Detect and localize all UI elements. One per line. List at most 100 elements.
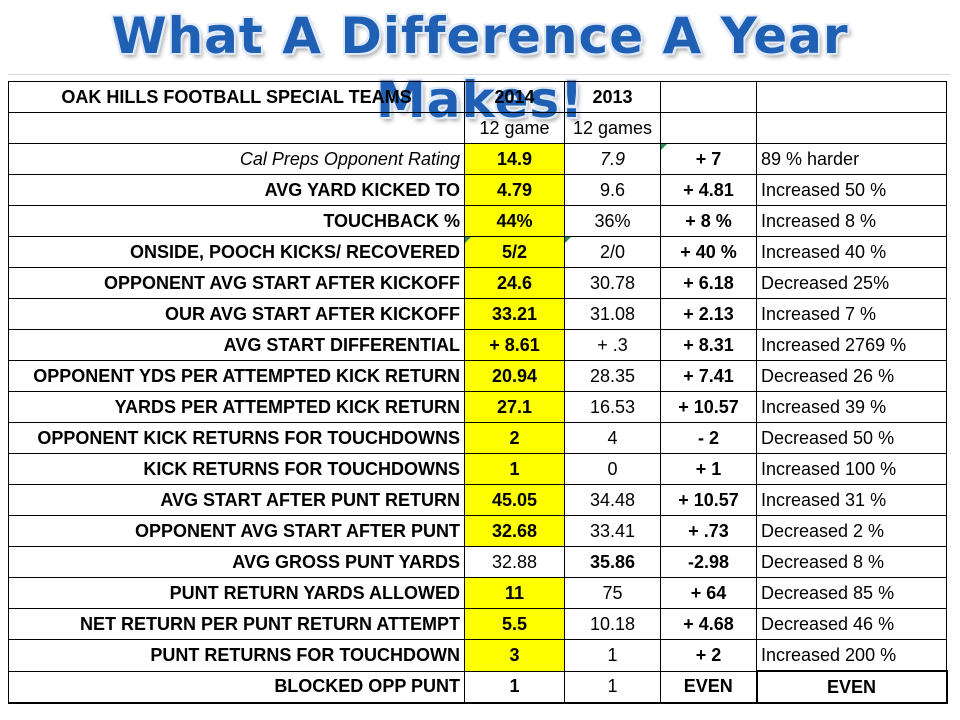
difference-value: + 40 % [660,236,757,268]
difference-value: - 2 [660,422,757,454]
difference-value: + 1 [660,453,757,485]
value-2014: 2 [464,422,565,454]
table-header-row: OAK HILLS FOOTBALL SPECIAL TEAMS 2014 20… [8,81,947,113]
value-2013: 28.35 [564,360,661,392]
row-label: OPPONENT KICK RETURNS FOR TOUCHDOWNS [8,422,465,454]
value-2013: 75 [564,577,661,609]
table-row: OPPONENT AVG START AFTER PUNT 32.68 33.4… [8,515,947,547]
change-note: Increased 2769 % [756,329,947,361]
change-note: Decreased 50 % [756,422,947,454]
difference-value: + 10.57 [660,484,757,516]
table-row: OUR AVG START AFTER KICKOFF 33.21 31.08 … [8,298,947,330]
table-row: TOUCHBACK % 44% 36% + 8 % Increased 8 % [8,205,947,237]
value-2014: + 8.61 [464,329,565,361]
row-label: AVG START AFTER PUNT RETURN [8,484,465,516]
change-note: Decreased 2 % [756,515,947,547]
row-label: OPPONENT AVG START AFTER PUNT [8,515,465,547]
change-note: Increased 8 % [756,205,947,237]
value-2014: 4.79 [464,174,565,206]
value-2014: 3 [464,639,565,672]
value-2014: 5/2 [464,236,565,268]
column-header-note [756,81,947,113]
table-row: YARDS PER ATTEMPTED KICK RETURN 27.1 16.… [8,391,947,423]
value-2013: 9.6 [564,174,661,206]
change-note: Increased 50 % [756,174,947,206]
table-row: AVG START DIFFERENTIAL + 8.61 + .3 + 8.3… [8,329,947,361]
special-teams-table: OAK HILLS FOOTBALL SPECIAL TEAMS 2014 20… [8,81,948,704]
table-row: NET RETURN PER PUNT RETURN ATTEMPT 5.5 1… [8,608,947,640]
change-note: Decreased 8 % [756,546,947,578]
value-2014: 32.68 [464,515,565,547]
value-2014: 20.94 [464,360,565,392]
difference-value: + 8 % [660,205,757,237]
row-label: PUNT RETURNS FOR TOUCHDOWN [8,639,465,672]
difference-value: -2.98 [660,546,757,578]
difference-value: + 8.31 [660,329,757,361]
value-2014: 11 [464,577,565,609]
difference-value: + 4.68 [660,608,757,640]
value-2013: + .3 [564,329,661,361]
table-row: BLOCKED OPP PUNT 1 1 EVEN EVEN [8,670,948,704]
value-2013: 1 [564,639,661,672]
row-label: AVG START DIFFERENTIAL [8,329,465,361]
row-label: OPPONENT YDS PER ATTEMPTED KICK RETURN [8,360,465,392]
table-row: PUNT RETURN YARDS ALLOWED 11 75 + 64 Dec… [8,577,947,609]
difference-value: + 2.13 [660,298,757,330]
table-row: OPPONENT YDS PER ATTEMPTED KICK RETURN 2… [8,360,947,392]
row-label: AVG YARD KICKED TO [8,174,465,206]
difference-value: + 7 [660,143,757,175]
games-count-2013: 12 games [564,112,661,144]
column-header-2014: 2014 [464,81,565,113]
value-2014: 1 [464,670,565,704]
row-label: AVG GROSS PUNT YARDS [8,546,465,578]
change-note: Increased 31 % [756,484,947,516]
row-label: YARDS PER ATTEMPTED KICK RETURN [8,391,465,423]
value-2013: 0 [564,453,661,485]
table-row: Cal Preps Opponent Rating 14.9 7.9 + 7 8… [8,143,947,175]
value-2014: 27.1 [464,391,565,423]
value-2013: 1 [564,670,661,704]
table-row: OPPONENT AVG START AFTER KICKOFF 24.6 30… [8,267,947,299]
table-row: PUNT RETURNS FOR TOUCHDOWN 3 1 + 2 Incre… [8,639,947,672]
change-note: Decreased 25% [756,267,947,299]
difference-value: EVEN [660,670,757,704]
value-2013: 30.78 [564,267,661,299]
value-2014: 32.88 [464,546,565,578]
change-note: Decreased 85 % [756,577,947,609]
value-2013: 4 [564,422,661,454]
row-label: Cal Preps Opponent Rating [8,143,465,175]
row-label: OPPONENT AVG START AFTER KICKOFF [8,267,465,299]
value-2013: 33.41 [564,515,661,547]
table-row: AVG YARD KICKED TO 4.79 9.6 + 4.81 Incre… [8,174,947,206]
change-note: Decreased 46 % [756,608,947,640]
change-note: Increased 100 % [756,453,947,485]
change-note: EVEN [755,670,948,704]
row-label: BLOCKED OPP PUNT [8,670,465,704]
subheader-difference-empty [660,112,757,144]
difference-value: + 4.81 [660,174,757,206]
table-row: AVG START AFTER PUNT RETURN 45.05 34.48 … [8,484,947,516]
spreadsheet-top-edge [8,74,950,81]
difference-value: + 7.41 [660,360,757,392]
row-label: PUNT RETURN YARDS ALLOWED [8,577,465,609]
subheader-empty [8,112,465,144]
value-2014: 14.9 [464,143,565,175]
subheader-note-empty [756,112,947,144]
row-label: KICK RETURNS FOR TOUCHDOWNS [8,453,465,485]
table-subheader-row: 12 game 12 games [8,112,947,144]
value-2013: 16.53 [564,391,661,423]
change-note: 89 % harder [756,143,947,175]
value-2013: 10.18 [564,608,661,640]
table-row: OPPONENT KICK RETURNS FOR TOUCHDOWNS 2 4… [8,422,947,454]
value-2014: 24.6 [464,267,565,299]
row-label: OUR AVG START AFTER KICKOFF [8,298,465,330]
value-2014: 1 [464,453,565,485]
change-note: Increased 7 % [756,298,947,330]
value-2014: 44% [464,205,565,237]
value-2014: 33.21 [464,298,565,330]
difference-value: + 10.57 [660,391,757,423]
change-note: Increased 200 % [756,639,947,672]
value-2013: 7.9 [564,143,661,175]
change-note: Increased 39 % [756,391,947,423]
table-title-cell: OAK HILLS FOOTBALL SPECIAL TEAMS [8,81,465,113]
